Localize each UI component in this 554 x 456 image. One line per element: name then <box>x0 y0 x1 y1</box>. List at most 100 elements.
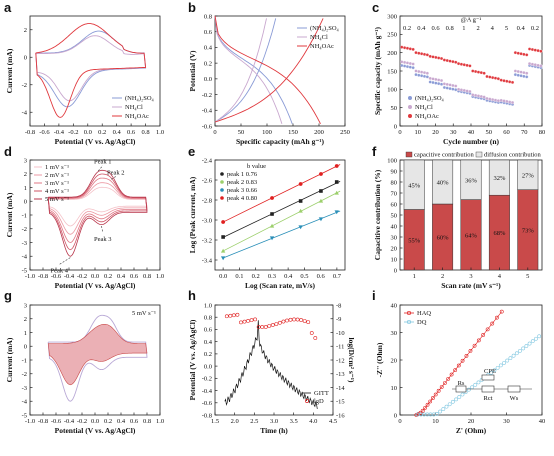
data-point-e-3 <box>319 172 323 176</box>
rate-label: 4 <box>491 25 495 32</box>
rate-label: 0.4 <box>517 25 526 32</box>
lgd-point <box>302 319 307 323</box>
nyquist-point-dq <box>476 380 481 385</box>
legend-marker-i <box>406 319 412 325</box>
data-point-c-0 <box>431 80 435 85</box>
data-point-c-2 <box>536 49 540 53</box>
data-point-c-2 <box>522 52 526 56</box>
data-point-c-1 <box>439 78 444 83</box>
data-point-e-2 <box>318 217 324 222</box>
x-tick-label-g: 1.0 <box>156 418 164 425</box>
x-tick-label-i: 30 <box>503 418 510 425</box>
y-tick-label-i: 40 <box>391 302 398 309</box>
data-point-c-2 <box>499 78 503 82</box>
y-tick-label-d: -1 <box>22 212 27 219</box>
capacitive-value-label: 68% <box>493 230 506 237</box>
data-point-c-1 <box>422 71 427 75</box>
x-tick-label-b: 50 <box>238 129 245 136</box>
y-axis-label-e: Log (Peak current, mA) <box>188 176 197 253</box>
data-point-c-2 <box>422 52 427 56</box>
data-point-c-2 <box>505 79 509 83</box>
data-point-c-0 <box>522 74 526 78</box>
nyquist-point-dq <box>428 412 433 417</box>
nyquist-point-haq <box>449 372 454 377</box>
x-tick-label-f: 5 <box>526 273 529 280</box>
data-point-e-2 <box>220 256 226 261</box>
x-tick-label-h: 1.5 <box>211 418 219 425</box>
legend-label-e: peak 1 0.76 <box>227 171 258 178</box>
lgd-point <box>260 325 265 329</box>
data-point-c-0 <box>428 80 432 84</box>
y-tick-label-b: -0.2 <box>202 92 212 99</box>
diffusion-value-label: 36% <box>465 177 478 184</box>
y-tick-label-b: -0.6 <box>202 123 213 130</box>
x-axis-label-c: Cycle number (n) <box>443 137 500 146</box>
y-tick-label-b: 0.8 <box>204 13 212 20</box>
legend-label-d: 4 mV s⁻¹ <box>45 188 69 195</box>
data-point-c-2 <box>519 52 523 56</box>
nyquist-point-dq <box>527 341 532 346</box>
data-point-c-2 <box>465 63 469 67</box>
x-tick-label-h: 2.0 <box>231 418 239 425</box>
data-point-c-1 <box>527 62 532 66</box>
x-tick-label-a: -0.4 <box>54 129 65 136</box>
data-point-c-1 <box>454 84 458 88</box>
y-tick-label-i: 0 <box>394 412 397 419</box>
panel-label-a: a <box>4 0 12 15</box>
discharge-curve-b-0 <box>214 15 293 124</box>
data-point-c-2 <box>513 51 518 55</box>
panel-label-f: f <box>372 144 377 159</box>
data-point-c-1 <box>508 100 512 104</box>
legend-label-e: peak 2 0.83 <box>227 179 257 186</box>
data-point-c-0 <box>454 88 458 92</box>
lgd-point <box>295 317 300 322</box>
nyquist-point-haq <box>481 333 486 337</box>
lgd-point <box>228 313 233 318</box>
y-tick-label-i: 10 <box>391 385 398 392</box>
y-tick-label-a: 0 <box>24 55 27 62</box>
rate-annotation: @A g⁻¹ <box>461 17 482 24</box>
data-point-c-1 <box>473 93 478 98</box>
data-point-c-1 <box>539 64 543 68</box>
x-tick-label-i: 0 <box>398 418 401 425</box>
y-tick-label-a: 2 <box>24 27 27 34</box>
y-tick-label-e: -3.2 <box>202 237 212 244</box>
nyquist-point-dq <box>492 368 497 373</box>
data-point-c-1 <box>471 93 475 97</box>
x-tick-label-i: 40 <box>539 418 546 425</box>
y2-axis-label-h: log(D/cm² s⁻¹) <box>347 338 356 383</box>
nyquist-point-haq <box>485 327 490 332</box>
nyquist-point-haq <box>433 392 438 397</box>
x-tick-label-g: 0.2 <box>104 418 112 425</box>
nyquist-point-haq <box>442 381 447 385</box>
x-tick-label-h: 4.5 <box>329 418 337 425</box>
y-tick-label-e: -2.6 <box>202 177 213 184</box>
x-tick-label-f: 3 <box>469 273 472 280</box>
data-point-e-0 <box>319 189 323 193</box>
rate-label: 2 <box>476 25 479 32</box>
rate-label: 0.2 <box>403 25 411 32</box>
nyquist-point-haq <box>430 396 435 400</box>
data-point-c-1 <box>519 70 523 74</box>
y-tick-label-b: 0.4 <box>204 45 213 52</box>
x-tick-label-d: -0.4 <box>64 273 75 280</box>
y-tick-label-f: 10 <box>391 256 398 263</box>
data-point-c-1 <box>411 62 415 66</box>
legend-label-i: HAQ <box>417 310 431 317</box>
data-point-c-1 <box>425 71 429 75</box>
data-point-c-2 <box>527 47 532 51</box>
x-tick-label-d: 0.8 <box>143 273 151 280</box>
data-point-c-2 <box>530 47 535 52</box>
y-axis-label-h: Potential (V vs. Ag/AgCl) <box>188 319 197 400</box>
y-tick-label-h2: -14 <box>336 385 345 392</box>
x-tick-label-a: -0.6 <box>39 129 50 136</box>
data-point-c-0 <box>516 73 520 77</box>
data-point-c-2 <box>462 63 466 67</box>
x-axis-label-e: Log (Scan rate, mV/s) <box>245 281 315 290</box>
circuit-rs-label: Rs <box>458 380 465 387</box>
y-tick-label-h: -0.8 <box>202 412 212 419</box>
y-tick-label-h: -0.6 <box>202 400 213 407</box>
x-tick-label-a: 0.8 <box>141 129 149 136</box>
circuit-rs-box <box>455 385 467 393</box>
x-tick-label-d: -0.2 <box>77 273 87 280</box>
